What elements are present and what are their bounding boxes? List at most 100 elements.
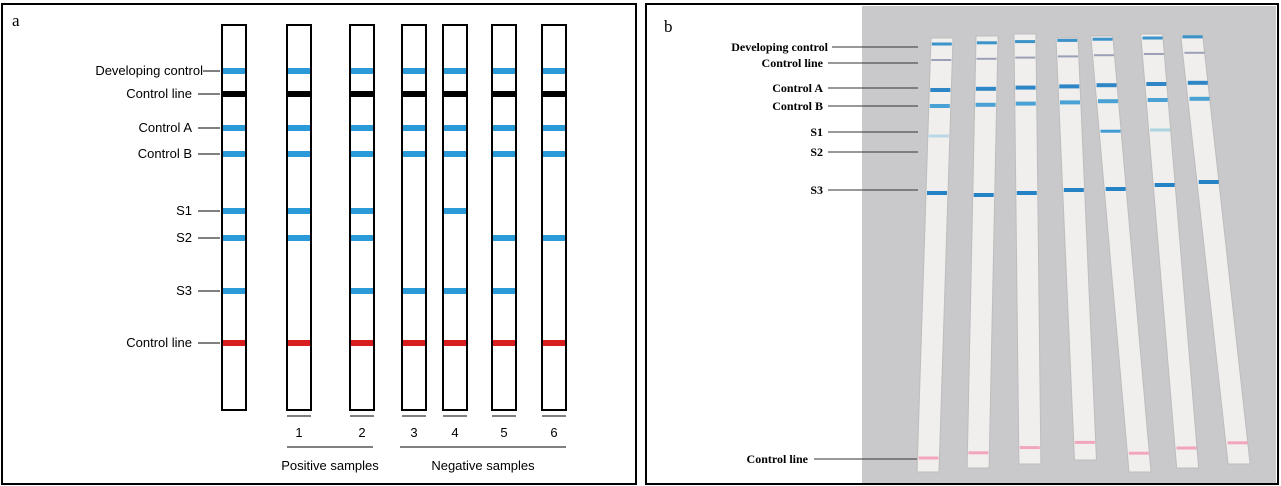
band <box>1227 441 1248 445</box>
band-label: Control line <box>126 335 192 350</box>
band <box>918 456 939 460</box>
band <box>351 288 373 294</box>
strip <box>221 24 247 411</box>
band <box>1015 40 1036 44</box>
band <box>543 151 565 157</box>
band-label: S2 <box>810 145 823 159</box>
strip-number: 6 <box>550 425 557 440</box>
band <box>1150 128 1171 132</box>
band <box>1176 446 1197 450</box>
band <box>543 340 565 346</box>
panel-letter: b <box>664 17 673 36</box>
strip <box>491 24 517 411</box>
band <box>1059 100 1080 105</box>
band-label: Control B <box>772 99 823 113</box>
band <box>930 88 951 92</box>
band <box>1182 35 1203 39</box>
band <box>223 125 245 131</box>
band <box>1142 36 1163 40</box>
band <box>223 68 245 74</box>
band <box>223 151 245 157</box>
band <box>1146 82 1167 86</box>
band <box>1147 98 1168 102</box>
band <box>444 91 466 97</box>
band <box>1128 451 1149 455</box>
band <box>1187 80 1208 85</box>
band-label: Control line <box>762 56 824 70</box>
band <box>975 102 996 107</box>
band <box>493 288 515 294</box>
band <box>493 235 515 241</box>
strip <box>1090 35 1152 473</box>
band <box>543 68 565 74</box>
strip-number: 5 <box>500 425 507 440</box>
band <box>1063 188 1084 192</box>
band <box>444 340 466 346</box>
band <box>351 235 373 241</box>
band <box>1143 53 1164 55</box>
band-label: S3 <box>176 283 192 298</box>
band <box>927 191 947 195</box>
band <box>351 340 373 346</box>
strip-number: 3 <box>410 425 417 440</box>
band <box>1189 96 1210 101</box>
strip <box>1055 37 1097 461</box>
band <box>1184 51 1205 54</box>
strip-number: 2 <box>358 425 365 440</box>
band <box>444 125 466 131</box>
band <box>975 86 996 91</box>
band <box>1093 54 1114 57</box>
band <box>929 104 950 108</box>
band <box>1015 101 1036 106</box>
band <box>351 68 373 74</box>
strip <box>349 24 375 411</box>
band <box>403 125 425 131</box>
band <box>543 91 565 97</box>
band <box>1154 183 1175 187</box>
band <box>493 91 515 97</box>
band <box>1059 84 1080 89</box>
band <box>1105 187 1126 191</box>
band-label: S1 <box>176 203 192 218</box>
strip <box>916 37 954 473</box>
band <box>1074 440 1095 444</box>
band <box>1015 85 1036 90</box>
band <box>288 91 310 97</box>
band <box>931 42 952 46</box>
band-label: Developing control <box>731 40 828 54</box>
strip-number: 4 <box>451 425 458 440</box>
band <box>351 91 373 97</box>
band <box>444 288 466 294</box>
band <box>351 208 373 214</box>
band <box>288 125 310 131</box>
band <box>288 68 310 74</box>
band <box>1016 191 1037 195</box>
band-label: S1 <box>810 125 823 139</box>
band <box>223 235 245 241</box>
strip <box>286 24 312 411</box>
band <box>928 134 949 138</box>
strip <box>442 24 468 411</box>
strip <box>966 35 999 469</box>
band <box>493 125 515 131</box>
band <box>931 59 952 61</box>
band <box>351 151 373 157</box>
group-label: Negative samples <box>431 458 535 473</box>
band <box>1057 38 1078 42</box>
band <box>288 235 310 241</box>
band <box>493 68 515 74</box>
panel-letter: a <box>12 11 20 30</box>
band <box>403 68 425 74</box>
band <box>493 340 515 346</box>
band <box>1100 129 1121 133</box>
band <box>403 91 425 97</box>
band-label: Control line <box>747 452 809 466</box>
band <box>1096 83 1117 88</box>
band-label: Control B <box>138 146 192 161</box>
band <box>288 340 310 346</box>
strip <box>1140 33 1200 469</box>
band <box>444 68 466 74</box>
band-label: Control A <box>139 120 193 135</box>
band <box>223 91 245 97</box>
